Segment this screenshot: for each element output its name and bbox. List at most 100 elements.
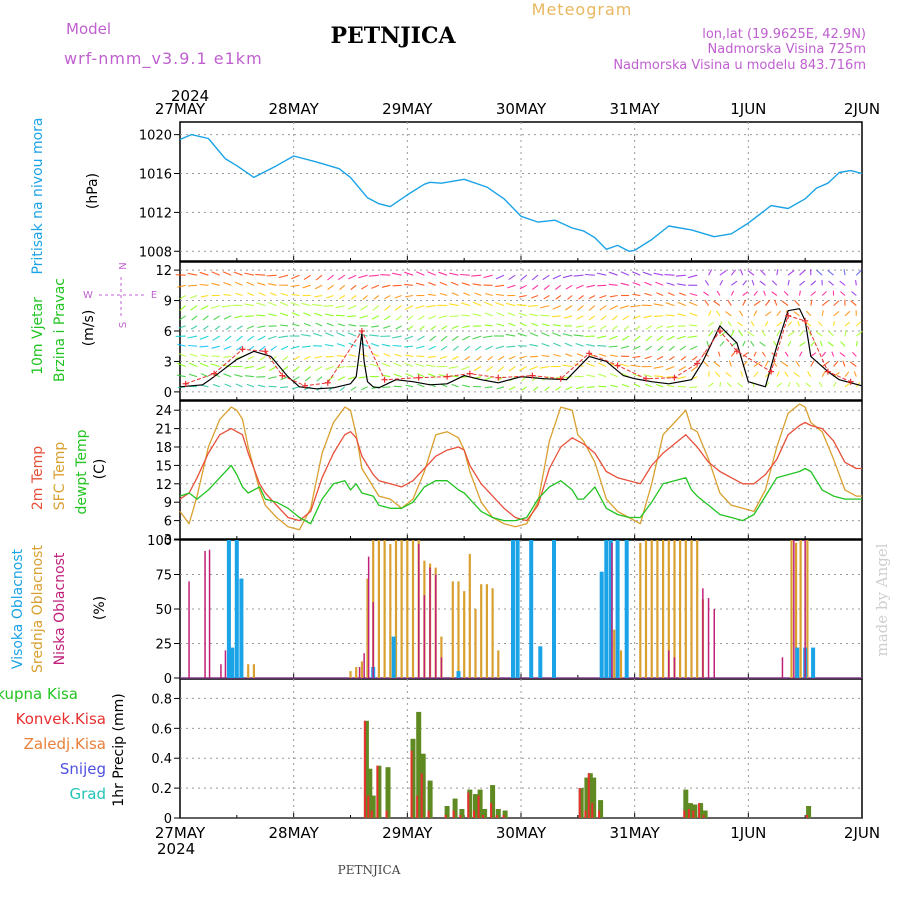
wind-arrow [519,294,527,298]
wind-arrow [178,325,186,329]
mid-cloud-bar [799,540,802,678]
wind-arrow [531,322,539,327]
wind-arrow [608,271,618,276]
wind-arrow [776,330,781,337]
wind-arrow [774,299,778,306]
wind-arrow [255,273,266,276]
wind-arrow [849,361,857,367]
temp-axis-title-2m: 2m Temp [30,446,46,510]
total-precip-bar [502,810,508,818]
wind-arrow [855,269,862,276]
wind-arrow [177,362,186,368]
wind-arrow [842,360,846,367]
wind-arrow [303,355,311,360]
wind-axis-unit: (m/s) [81,310,97,347]
wind-arrow [301,302,311,307]
convective-precip-bar [584,810,587,818]
wind-arrow [394,294,402,299]
wind-arrow [716,290,721,296]
wind-arrow [553,353,561,357]
wind-arrow [521,386,528,391]
low-cloud-bar [224,650,227,678]
wind-arrow [266,274,277,277]
wind-arrow [563,376,573,379]
mid-cloud-bar [795,542,798,678]
wind-arrow [257,282,266,286]
wind-arrow [312,304,323,307]
high-cloud-bar [795,647,800,678]
wind-arrow [805,321,812,327]
wind-arrow [381,362,391,368]
wind-arrow [405,384,414,388]
wind-arrow [451,292,459,297]
wind-arrow [441,325,448,330]
wind-series [175,269,863,392]
wind-arrow [645,345,653,351]
wind-arrow [742,352,749,357]
wind-arrow [495,301,505,307]
wind-arrow [853,371,857,377]
dewpt-line [179,464,862,525]
wind-arrow [236,325,243,330]
top-date-labels: 27MAY 28MAY 29MAY 30MAY 31MAY 1JUN 2JUN [155,100,880,118]
convective-precip-bar [692,810,695,818]
wind-arrow [373,295,380,300]
convective-precip-bar [687,809,690,818]
wind-arrow [427,373,436,378]
wind-arrow [210,305,220,309]
convective-precip-bar [370,810,373,818]
wind-arrow [358,274,368,279]
wind-arrow [631,271,641,276]
top-date-label: 27MAY [155,100,206,118]
wind-arrow [797,321,801,327]
mid-cloud-bar [400,540,403,678]
wind-arrow [677,301,687,307]
wind-arrow [187,335,198,339]
wind-arrow [348,376,357,380]
wind-arrow [293,366,300,372]
wind-arrow [597,345,607,347]
wind-gust-marker [381,376,388,383]
wind-arrow [462,384,470,388]
wind-arrow [764,360,769,367]
wind-arrow [419,325,425,331]
wind-gust-marker [802,317,809,324]
wind-arrow [704,299,710,306]
wind-arrow [855,340,858,347]
total-precip-bar [591,777,597,818]
wind-gust-marker [643,375,650,382]
wind-arrow [460,314,470,317]
wind-arrow [485,366,493,372]
wind-arrow [188,362,198,368]
wind-arrow [610,384,618,388]
wind-arrow [350,295,357,300]
wind-arrow [787,321,793,327]
wind-arrow [327,284,334,290]
wind-arrow [496,312,505,317]
wind-arrow [562,364,573,368]
wind-arrow [821,361,829,367]
wind-arrow [587,325,596,329]
wind-arrow [464,345,471,352]
wind-arrow [415,305,425,309]
wind-arrow [600,315,607,321]
wind-arrow [223,355,232,358]
bottom-date-label: 28MAY [269,824,320,842]
wind-arrow [828,330,834,337]
wind-arrow [817,321,823,327]
wind-arrow [855,321,862,327]
wind-arrow [176,374,186,378]
wind-arrow [541,332,550,337]
total-precip-bar [692,804,698,818]
high-cloud-bar [239,578,244,678]
wind-arrow [609,354,618,357]
mid-cloud-bar [383,540,386,678]
total-precip-bar [584,777,590,818]
bottom-date-label: 29MAY [382,824,433,842]
wind-arrow [643,374,652,378]
wind-arrow [808,330,812,337]
wind-arrow [563,315,573,319]
wind-arrow [416,372,425,378]
wind-arrow [267,335,277,340]
mid-cloud-bar [451,581,454,678]
